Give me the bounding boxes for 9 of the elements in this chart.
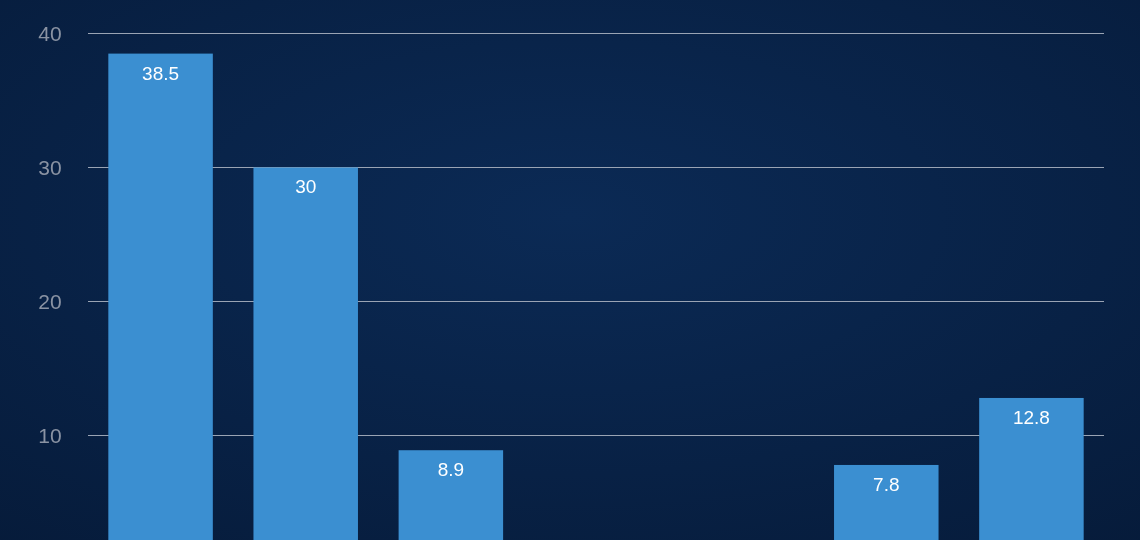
data-label: 38.5 xyxy=(142,62,180,84)
y-tick-label: 10 xyxy=(38,423,62,447)
data-label: 7.8 xyxy=(873,473,900,495)
y-tick-label: 20 xyxy=(38,289,62,313)
y-tick-label: 30 xyxy=(38,155,62,179)
y-tick-label: 40 xyxy=(38,21,62,45)
data-label: 12.8 xyxy=(1012,406,1050,428)
data-label: 8.9 xyxy=(437,459,465,481)
data-label: 30 xyxy=(295,176,317,198)
